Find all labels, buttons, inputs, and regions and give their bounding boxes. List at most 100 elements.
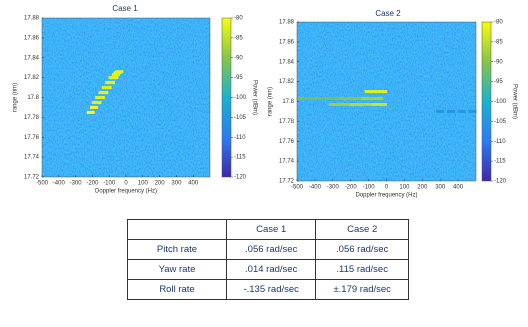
heat-cell bbox=[303, 97, 312, 101]
heat-cell bbox=[436, 109, 445, 113]
heat-cell bbox=[101, 86, 110, 90]
heat-cell bbox=[90, 105, 99, 109]
heat-cell bbox=[111, 73, 120, 77]
heat-cell bbox=[371, 102, 380, 106]
heat-cell bbox=[296, 97, 305, 101]
cell: -.135 rad/sec bbox=[225, 279, 317, 300]
heat-cell bbox=[95, 96, 104, 99]
colorbar bbox=[221, 17, 232, 178]
rate-table: Case 1 Case 2 Pitch rate .056 rad/sec .056 … bbox=[127, 219, 409, 300]
colorbar-tick-label: -95 bbox=[494, 79, 503, 85]
x-tick-label: -100 bbox=[363, 185, 376, 191]
table-row: Roll rate -.135 rad/sec ±.179 rad/sec bbox=[127, 279, 409, 300]
x-tick-label: 0 bbox=[385, 185, 389, 191]
x-tick-label: -200 bbox=[345, 185, 358, 191]
x-tick-label: 100 bbox=[138, 181, 149, 187]
colorbar-tick-label: -90 bbox=[494, 59, 503, 65]
x-tick-label: 0 bbox=[124, 181, 128, 187]
x-tick-label: 100 bbox=[399, 185, 410, 191]
x-axis-label: Doppler frequency (Hz) bbox=[95, 189, 157, 195]
y-tick-label: 17.78 bbox=[279, 119, 295, 125]
y-tick-label: 17.88 bbox=[279, 20, 295, 26]
x-tick-label: -500 bbox=[36, 181, 49, 187]
table-header: Case 1 Case 2 bbox=[127, 219, 409, 240]
cell: ±.179 rad/sec bbox=[315, 279, 409, 300]
colorbar-tick-label: -115 bbox=[494, 159, 506, 165]
y-tick-label: 17.78 bbox=[24, 115, 40, 121]
x-tick-label: -100 bbox=[103, 181, 116, 187]
heat-cell bbox=[325, 97, 334, 101]
heat-cell bbox=[361, 97, 370, 101]
colorbar-tick-label: -90 bbox=[234, 55, 243, 61]
x-tick-label: -400 bbox=[53, 181, 66, 187]
x-tick-label: -300 bbox=[70, 181, 83, 187]
colorbar-tick-label: -110 bbox=[234, 135, 246, 141]
heat-cell bbox=[350, 102, 359, 106]
row-label: Pitch rate bbox=[127, 239, 227, 260]
x-tick-label: 200 bbox=[155, 181, 166, 187]
heat-cell bbox=[375, 97, 384, 101]
colorbar-tick-label: -80 bbox=[234, 16, 243, 22]
heat-cell bbox=[91, 100, 100, 104]
heat-cell bbox=[310, 97, 319, 101]
y-tick-label: 17.82 bbox=[24, 75, 40, 81]
heat-cell bbox=[364, 90, 373, 94]
colorbar-tick-label: -85 bbox=[234, 35, 243, 41]
row-label: Roll rate bbox=[127, 279, 227, 300]
colorbar-tick-label: -105 bbox=[494, 119, 507, 125]
x-tick-label: 300 bbox=[435, 185, 446, 191]
heat-cell bbox=[457, 109, 466, 113]
heat-cell bbox=[108, 76, 117, 80]
y-axis-label: range (nm) bbox=[13, 83, 19, 112]
x-tick-label: -200 bbox=[86, 181, 99, 187]
x-tick-label: -300 bbox=[327, 185, 340, 191]
heat-cell bbox=[339, 97, 348, 101]
colorbar-label: Power (dBm) bbox=[251, 80, 257, 115]
x-tick-label: 200 bbox=[417, 185, 428, 191]
y-tick-label: 17.72 bbox=[24, 175, 40, 181]
heat-cell bbox=[105, 81, 114, 85]
x-axis-label: Doppler frequency (Hz) bbox=[355, 193, 417, 199]
noise-texture bbox=[297, 22, 476, 181]
chart-title: Case 1 bbox=[112, 4, 138, 13]
colorbar-tick-label: -85 bbox=[494, 39, 503, 45]
cell: .115 rad/sec bbox=[315, 259, 409, 280]
heat-cell bbox=[343, 102, 352, 106]
y-tick-label: 17.84 bbox=[24, 55, 40, 61]
heat-cell bbox=[371, 90, 380, 94]
y-tick-label: 17.8 bbox=[27, 95, 39, 101]
y-tick-label: 17.88 bbox=[24, 16, 40, 22]
heat-cell bbox=[468, 109, 477, 113]
y-tick-label: 17.76 bbox=[279, 139, 295, 145]
colorbar-tick-label: -115 bbox=[234, 155, 246, 161]
y-tick-label: 17.82 bbox=[279, 79, 295, 85]
charts: -500 -400 -300 -200 -100 0 100 200 300 40017.7217… bbox=[13, 4, 518, 199]
cell: .056 rad/sec bbox=[225, 239, 317, 260]
colorbar-tick-label: -110 bbox=[494, 139, 506, 145]
y-tick-label: 17.86 bbox=[24, 35, 40, 41]
heat-cell bbox=[378, 102, 387, 106]
y-tick-label: 17.74 bbox=[24, 155, 40, 161]
row-label: Yaw rate bbox=[127, 259, 227, 280]
cell: .014 rad/sec bbox=[225, 259, 317, 280]
y-tick-label: 17.8 bbox=[282, 99, 294, 105]
x-tick-label: 400 bbox=[188, 181, 199, 187]
chart-title: Case 2 bbox=[375, 9, 401, 18]
colorbar-tick-label: -95 bbox=[234, 75, 243, 81]
heat-cell bbox=[332, 97, 341, 101]
x-tick-label: 300 bbox=[171, 181, 182, 187]
colorbar-tick-label: -100 bbox=[494, 99, 507, 105]
colorbar-label: Power (dBm) bbox=[511, 84, 517, 119]
heat-cell bbox=[446, 109, 455, 113]
x-tick-label: -400 bbox=[309, 185, 322, 191]
x-tick-label: -500 bbox=[291, 185, 304, 191]
y-tick-label: 17.76 bbox=[24, 135, 40, 141]
y-tick-label: 17.72 bbox=[279, 179, 295, 185]
colorbar-tick-label: -100 bbox=[234, 95, 247, 101]
heat-cell bbox=[98, 91, 107, 95]
heat-cell bbox=[346, 97, 355, 101]
heat-cell bbox=[335, 102, 344, 106]
heat-cell bbox=[115, 70, 124, 74]
table-row: Pitch rate .056 rad/sec .056 rad/sec bbox=[127, 239, 409, 260]
